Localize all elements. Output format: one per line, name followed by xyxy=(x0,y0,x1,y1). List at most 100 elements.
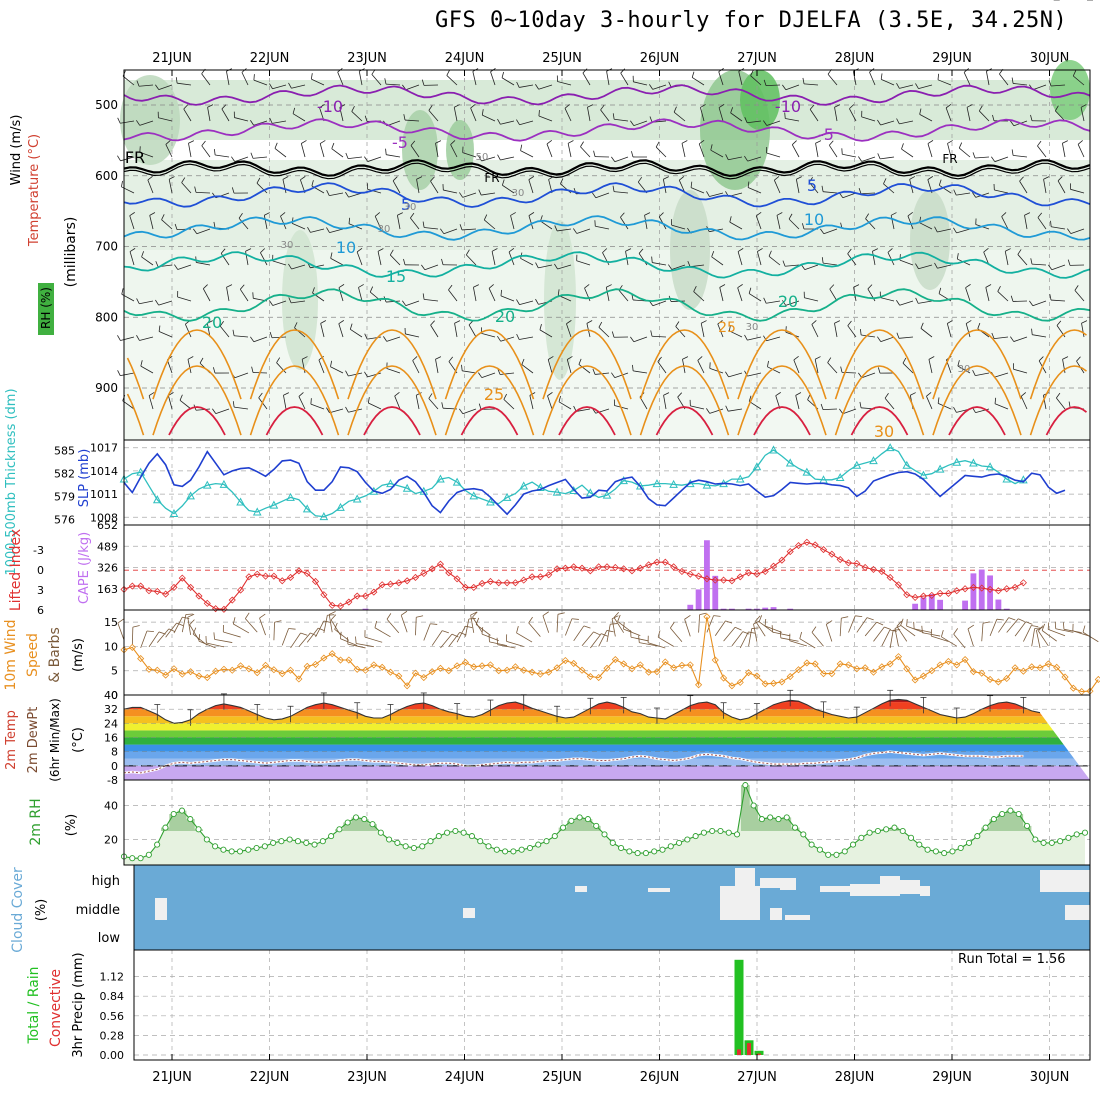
wind-barb-flag xyxy=(748,395,752,402)
wind-barb xyxy=(405,84,420,91)
wind-barb-flag xyxy=(767,360,769,367)
wind-barb-flag xyxy=(221,104,227,110)
wind-barb-flag xyxy=(900,618,904,626)
wind-barb-flag xyxy=(811,626,817,633)
wind-barb xyxy=(177,264,192,270)
precip-convective-bar xyxy=(737,1049,741,1055)
wind-barb xyxy=(272,84,287,90)
wind-barb xyxy=(981,623,984,642)
wind-barb-flag xyxy=(834,320,841,324)
wind-barb-flag xyxy=(497,335,501,342)
wind-barb-flag xyxy=(374,620,378,628)
thickness-point xyxy=(202,480,212,489)
wind-barb xyxy=(620,217,629,230)
wind-barb xyxy=(978,110,990,122)
rh2m-point xyxy=(949,848,956,855)
rh-band xyxy=(124,300,1090,440)
temp-tick-label: 16 xyxy=(104,732,118,745)
wind-speed-point xyxy=(794,666,803,674)
wind-barb-flag xyxy=(1049,294,1052,301)
wind-barb-flag xyxy=(827,357,832,363)
wind-barb xyxy=(139,120,154,126)
wind-barb-flag xyxy=(258,392,263,399)
wind-barb xyxy=(329,192,344,196)
wind-barb xyxy=(122,75,135,86)
wind-barb xyxy=(1001,216,1009,230)
wind-barb-flag xyxy=(611,331,615,338)
rh2m-point xyxy=(419,843,426,850)
wind-barb xyxy=(747,372,762,377)
wind-barb xyxy=(195,191,211,194)
wind-barb xyxy=(323,615,328,633)
wind-barb xyxy=(364,636,383,643)
wind-barb xyxy=(729,221,743,230)
rh2m-point xyxy=(270,839,277,846)
rh2m-point xyxy=(427,838,434,845)
rh2m-point xyxy=(460,829,467,836)
contour-label: 25 xyxy=(718,320,736,336)
wind-speed-point xyxy=(228,666,236,674)
thickness-point xyxy=(919,470,928,479)
lifted-index-point xyxy=(936,589,944,597)
wind-barb-flag xyxy=(339,104,346,108)
wind-barb xyxy=(386,368,401,374)
wind-barb xyxy=(1013,155,1028,158)
wind-barb xyxy=(253,336,268,343)
temp-band xyxy=(124,765,1090,780)
wind-barb xyxy=(500,295,515,302)
temp-contour-warm xyxy=(126,393,145,436)
wind-barb-flag xyxy=(593,631,601,636)
wind-speed-point xyxy=(861,664,869,672)
lifted-index-point xyxy=(686,570,694,578)
rh2m-point xyxy=(178,807,186,814)
wind-barb xyxy=(337,71,344,86)
lifted-index-point xyxy=(861,563,869,572)
wind-speed-point xyxy=(561,656,569,665)
lifted-index-point xyxy=(778,556,786,564)
lifted-index-point xyxy=(1003,585,1011,593)
wind-speed-point xyxy=(520,666,528,674)
lifted-index-point xyxy=(203,599,211,607)
wind-barb-flag xyxy=(183,104,189,110)
wind-barb-flag xyxy=(867,284,873,290)
wind-barb-flag xyxy=(158,325,161,332)
wind-barb xyxy=(657,361,667,374)
wind-barb-flag xyxy=(977,322,981,329)
wind-barb xyxy=(520,150,534,158)
rh2m-point xyxy=(468,833,475,840)
wind-barb xyxy=(201,145,211,158)
temp-contour-warm xyxy=(249,365,340,436)
cloud-cell xyxy=(920,886,930,896)
rh2m-point xyxy=(560,824,567,831)
wind-barb-flag xyxy=(340,631,342,639)
wind-barb xyxy=(939,184,952,194)
wind-barb-flag xyxy=(500,289,502,296)
rh-band xyxy=(124,80,1090,140)
wind-barb-flag xyxy=(319,104,325,109)
rh2m-point xyxy=(344,819,351,826)
temp-contour-warm xyxy=(152,365,242,436)
wind-barb xyxy=(330,366,344,374)
wind-barb xyxy=(241,72,249,86)
wind-barb xyxy=(647,642,666,649)
lifted-index-point xyxy=(470,583,478,591)
wind-barb-flag xyxy=(896,620,902,627)
wind-barb xyxy=(728,156,743,161)
wind-barb-flag xyxy=(1056,392,1061,399)
wind-barb xyxy=(253,79,268,86)
wind-barb-flag xyxy=(516,626,519,634)
wind-barb-flag xyxy=(213,221,216,228)
wind-barb xyxy=(415,395,420,410)
wind-speed-point xyxy=(262,661,270,669)
wind-barb xyxy=(276,362,287,374)
cloud-cell xyxy=(850,884,880,896)
cloud-cell xyxy=(760,878,780,888)
slp-line xyxy=(123,450,1066,516)
wind-barb xyxy=(386,154,401,158)
wind-barb xyxy=(291,300,306,304)
wind-barb-flag xyxy=(801,264,806,270)
wind-barb xyxy=(358,287,363,302)
wind-barb xyxy=(465,618,470,637)
wind-barb xyxy=(497,644,516,649)
wind-speed-point xyxy=(128,643,136,651)
